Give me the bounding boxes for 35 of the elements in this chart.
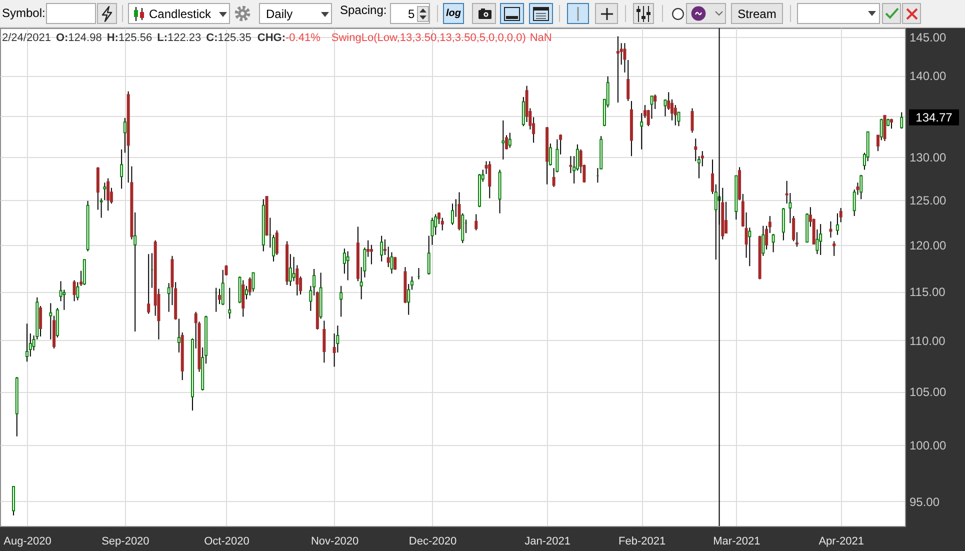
x-tick-label: Aug-2020 <box>4 536 52 548</box>
x-tick-label: Oct-2020 <box>204 536 250 548</box>
toolbar: Symbol: Candlestick Daily Spacing: 5 log Stream <box>0 0 965 28</box>
spinner: 5 <box>390 3 430 24</box>
annotation: L:122.23 <box>157 31 202 45</box>
annotation: -0.41% <box>286 31 320 45</box>
annotation: 2/24/2021 <box>2 31 51 45</box>
y-tick-label: 140.00 <box>910 69 947 84</box>
dropdown: Candlestick <box>128 3 230 24</box>
x-tick-label: Apr-2021 <box>818 536 864 548</box>
annotation: H:125.56 <box>106 31 152 45</box>
y-tick-label: 130.00 <box>910 150 947 164</box>
annotation: SwingLo(Low,13,3.50,13,3.50,5,0,0,0,0) <box>331 31 526 45</box>
y-tick-label: 120.00 <box>910 238 947 252</box>
x-tick-label: Mar-2021 <box>713 536 760 548</box>
annotation: 134.77 <box>916 110 953 124</box>
annotation: CHG: <box>257 32 286 44</box>
y-tick-label: 105.00 <box>910 385 947 400</box>
y-tick-label: 125.00 <box>910 194 947 208</box>
y-tick-label: 100.00 <box>910 438 947 453</box>
x-tick-label: Sep-2020 <box>102 536 150 548</box>
button: log <box>443 3 464 24</box>
x-tick-label: Nov-2020 <box>310 536 359 548</box>
annotation: O:124.98 <box>56 31 102 45</box>
annotation: NaN <box>530 31 552 45</box>
x-tick-label: Jan-2021 <box>524 536 570 548</box>
x-tick-label: Feb-2021 <box>618 536 666 548</box>
y-tick-label: 115.00 <box>910 285 946 300</box>
y-tick-label: 95.00 <box>910 494 940 509</box>
x-tick-label: Dec-2020 <box>408 536 457 548</box>
button: Stream <box>731 3 783 24</box>
y-tick-label: 145.00 <box>910 30 947 45</box>
dropdown: Daily <box>259 3 332 24</box>
annotation: C:125.35 <box>206 31 252 45</box>
y-tick-label: 110.00 <box>910 334 946 348</box>
